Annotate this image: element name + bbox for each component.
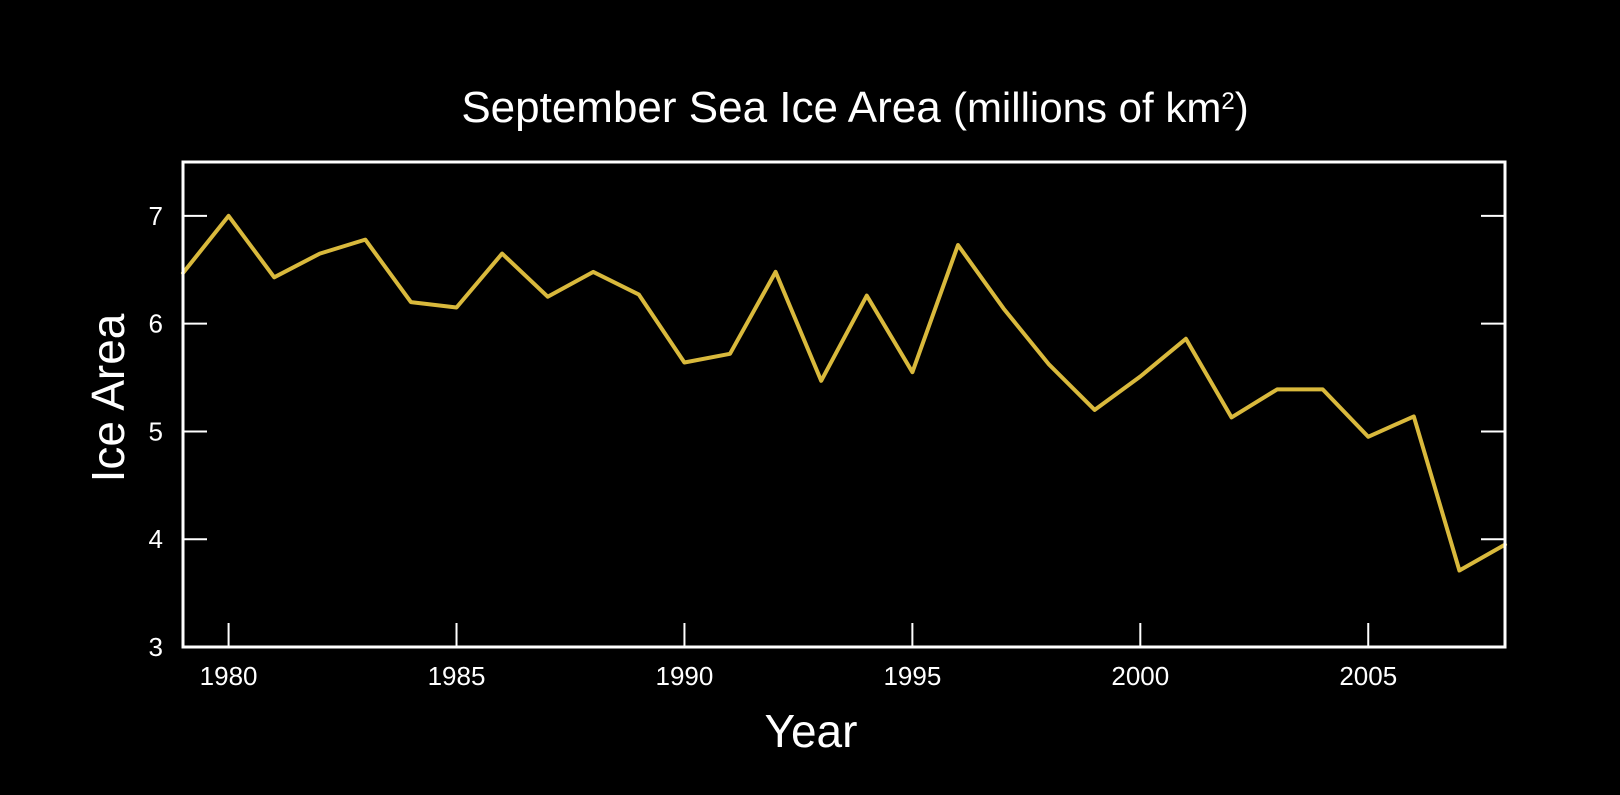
x-tick-label: 2000 [1111, 661, 1169, 691]
plot-frame [181, 160, 1507, 649]
x-axis-label: Year [765, 705, 858, 757]
x-tick-label: 2005 [1339, 661, 1397, 691]
y-tick-label: 6 [149, 309, 163, 339]
y-tick-label: 4 [149, 524, 163, 554]
y-tick-label: 7 [149, 201, 163, 231]
series-line [181, 213, 1507, 573]
y-axis-label: Ice Area [82, 313, 134, 482]
y-tick-label: 3 [149, 632, 163, 662]
tick-labels: 1980 1985 1990 1995 2000 2005 3 4 5 6 7 [149, 201, 1398, 691]
chart-title-units: (millions of km [953, 84, 1221, 131]
chart-title-units-sup: 2 [1221, 88, 1234, 115]
x-tick-label: 1990 [656, 661, 714, 691]
chart-title-main: September Sea Ice Area [461, 83, 941, 132]
chart-title-units-close: ) [1235, 84, 1249, 131]
chart-title: September Sea Ice Area (millions of km2) [461, 83, 1248, 132]
y-tick-label: 5 [149, 416, 163, 446]
x-tick-label: 1985 [428, 661, 486, 691]
x-tick-label: 1995 [883, 661, 941, 691]
tick-marks [183, 214, 1505, 647]
x-tick-label: 1980 [200, 661, 258, 691]
